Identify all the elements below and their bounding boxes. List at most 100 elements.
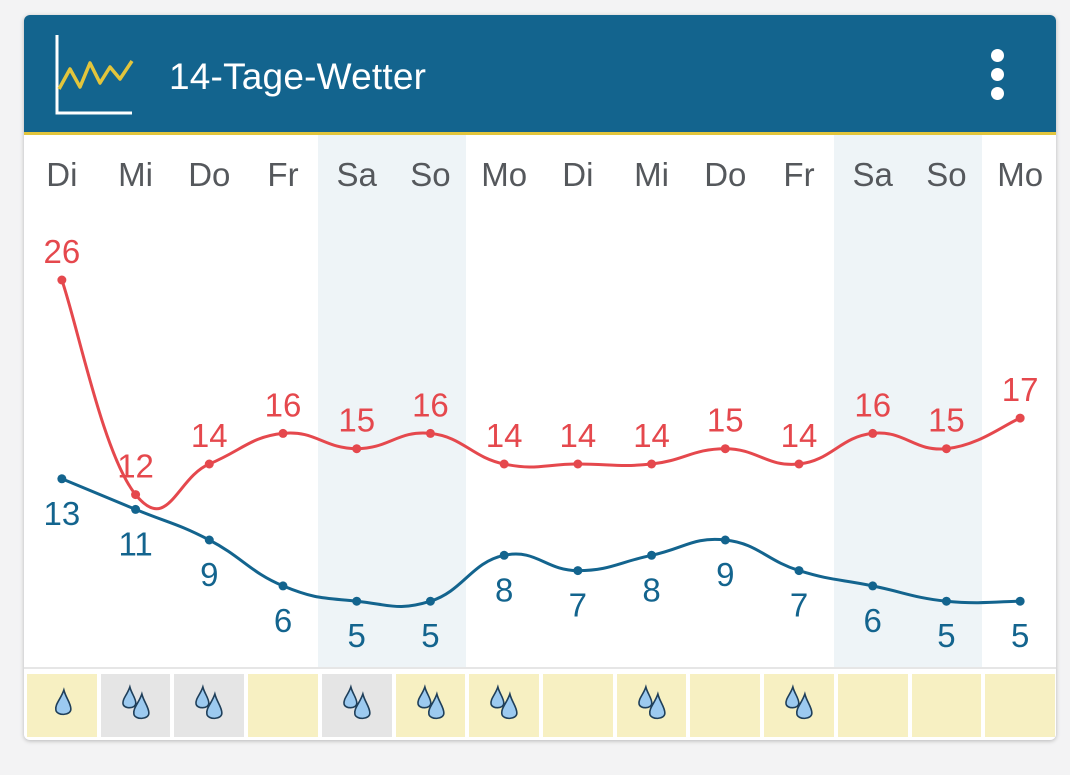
min-temp-point [204,535,214,545]
day-label: Fr [267,156,299,193]
max-temp-point [941,444,951,454]
min-temp-data-label: 13 [43,495,80,532]
weekend-band [317,135,393,667]
precipitation-cell [764,674,834,737]
day-label: So [926,156,967,193]
min-temp-data-label: 9 [716,556,734,593]
max-temp-point [204,459,214,469]
min-temp-data-label: 9 [200,556,218,593]
min-temp-data-label: 6 [274,602,292,639]
more-vert-icon[interactable] [979,49,1015,105]
min-temp-data-label: 5 [937,617,955,654]
max-temp-data-label: 17 [1002,371,1039,408]
max-temp-point [352,444,362,454]
max-temp-data-label: 14 [781,417,818,454]
widget-header: 14-Tage-Wetter [24,15,1056,135]
min-temp-data-label: 7 [790,587,808,624]
max-temp-data-label: 14 [633,417,670,454]
min-temp-data-label: 8 [495,571,513,608]
weekend-band [907,135,983,667]
day-label: Fr [783,156,815,193]
min-temp-point [131,504,141,514]
min-temp-data-label: 5 [421,617,439,654]
max-temp-data-label: 15 [338,402,375,439]
max-temp-point [425,428,435,438]
min-temp-point [57,474,67,484]
weekend-band [833,135,909,667]
precipitation-cell [321,674,392,737]
day-label: Sa [852,156,893,193]
precipitation-cell [985,674,1055,737]
heavy-rain-icon [416,684,445,720]
day-label: Mo [997,156,1044,193]
max-temp-data-label: 16 [854,386,891,423]
max-temp-point [1015,413,1025,423]
day-label: Do [704,156,747,193]
max-temp-data-label: 15 [928,402,965,439]
divider [24,667,1056,669]
max-temp-data-label: 14 [559,417,596,454]
max-temp-point [573,459,583,469]
temperature-chart: 26 12 14 16 15 16 14 14 14 15 14 16 15 17 13 11 9 6 5 5 8 7 8 9… [43,233,1039,654]
max-temp-point [57,275,67,285]
min-temp-point [499,550,509,560]
min-temp-data-label: 5 [348,617,366,654]
day-label: Mi [634,156,669,193]
precipitation-cell [27,674,97,737]
min-temp-point [425,596,435,606]
max-temp-data-label: 12 [117,448,154,485]
min-temp-point [573,566,583,576]
max-temp-data-label: 16 [412,386,449,423]
day-label: Di [562,156,594,193]
day-label: Do [188,156,231,193]
precipitation-cell [100,674,171,737]
day-label: Di [46,156,78,193]
min-temp-point [1015,596,1025,606]
max-temp-point [868,428,878,438]
heavy-rain-icon [637,684,666,720]
line-chart-icon [55,35,134,115]
max-temp-data-label: 15 [707,402,744,439]
day-label: Sa [336,156,377,193]
min-temp-point [647,550,657,560]
precipitation-cell [174,674,245,737]
max-temp-data-label: 14 [486,417,523,454]
rain-icon [54,687,72,716]
min-temp-point [720,535,730,545]
min-temp-data-label: 11 [118,525,152,562]
max-temp-point [278,428,288,438]
precipitation-cell [469,674,539,737]
heavy-rain-icon [121,684,150,720]
max-temp-data-label: 26 [43,233,80,270]
min-temp-data-label: 6 [864,602,882,639]
weekend-band [391,135,467,667]
max-temp-point [794,459,804,469]
max-temp-point [499,459,509,469]
heavy-rain-icon [343,684,371,720]
max-temp-data-label: 16 [265,386,302,423]
weather-widget[interactable]: 14-Tage-Wetter Di Mi Do Fr Sa So Mo Di Mi Do Fr Sa S… [24,15,1056,740]
day-label: Mo [481,156,528,193]
heavy-rain-icon [195,684,224,720]
heavy-rain-icon [785,684,813,720]
precipitation-cell [837,674,908,737]
max-temp-data-label: 14 [191,417,228,454]
min-temp-data-label: 7 [569,587,587,624]
heavy-rain-icon [490,684,518,720]
min-temp-point [352,596,362,606]
max-temp-point [131,490,141,500]
precipitation-cell [911,674,982,737]
day-label: Mi [118,156,153,193]
min-temp-point [941,596,951,606]
min-temp-data-label: 8 [642,571,660,608]
precipitation-cell [543,674,613,737]
max-temp-point [720,444,730,454]
min-temp-point [794,566,804,576]
day-label: So [410,156,451,193]
widget-title: 14-Tage-Wetter [169,56,427,97]
precipitation-cell [690,674,761,737]
min-temp-line [61,477,1021,608]
min-temp-point [868,581,878,591]
max-temp-point [647,459,657,469]
precipitation-cell [248,674,318,737]
